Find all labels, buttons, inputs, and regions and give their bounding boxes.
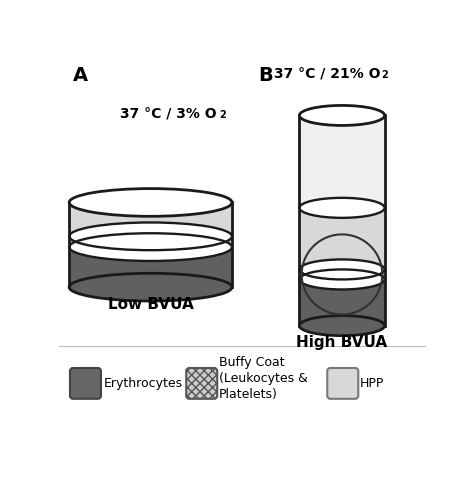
Ellipse shape — [299, 260, 385, 280]
Ellipse shape — [69, 274, 232, 301]
Ellipse shape — [299, 198, 385, 218]
Ellipse shape — [69, 188, 232, 216]
Ellipse shape — [69, 222, 232, 250]
Ellipse shape — [69, 233, 232, 261]
Text: HPP: HPP — [360, 377, 384, 390]
Text: Low BVUA: Low BVUA — [108, 297, 193, 312]
Polygon shape — [299, 270, 385, 280]
Text: 2: 2 — [381, 70, 387, 80]
Polygon shape — [299, 280, 385, 326]
Polygon shape — [69, 247, 232, 287]
Ellipse shape — [299, 270, 385, 289]
FancyBboxPatch shape — [186, 368, 217, 399]
Ellipse shape — [299, 106, 385, 126]
Text: B: B — [258, 66, 273, 85]
Ellipse shape — [299, 260, 385, 280]
Polygon shape — [299, 208, 385, 270]
Polygon shape — [69, 202, 232, 236]
FancyBboxPatch shape — [70, 368, 101, 399]
Ellipse shape — [299, 260, 385, 280]
FancyBboxPatch shape — [327, 368, 358, 399]
Polygon shape — [69, 236, 232, 247]
Polygon shape — [299, 116, 385, 208]
Text: Buffy Coat
(Leukocytes &
Platelets): Buffy Coat (Leukocytes & Platelets) — [219, 356, 307, 402]
Ellipse shape — [299, 198, 385, 218]
Ellipse shape — [69, 222, 232, 250]
Text: 2: 2 — [219, 110, 226, 120]
Ellipse shape — [299, 270, 385, 289]
Ellipse shape — [299, 316, 385, 336]
Ellipse shape — [299, 270, 385, 289]
Ellipse shape — [69, 233, 232, 261]
Ellipse shape — [69, 222, 232, 250]
Text: A: A — [73, 66, 88, 85]
Text: 37 °C / 21% O: 37 °C / 21% O — [274, 66, 380, 80]
Text: Erythrocytes: Erythrocytes — [104, 377, 183, 390]
Text: High BVUA: High BVUA — [297, 335, 387, 350]
Ellipse shape — [69, 188, 232, 216]
Text: 37 °C / 3% O: 37 °C / 3% O — [120, 106, 216, 120]
Ellipse shape — [299, 106, 385, 126]
Ellipse shape — [69, 233, 232, 261]
Ellipse shape — [299, 198, 385, 218]
